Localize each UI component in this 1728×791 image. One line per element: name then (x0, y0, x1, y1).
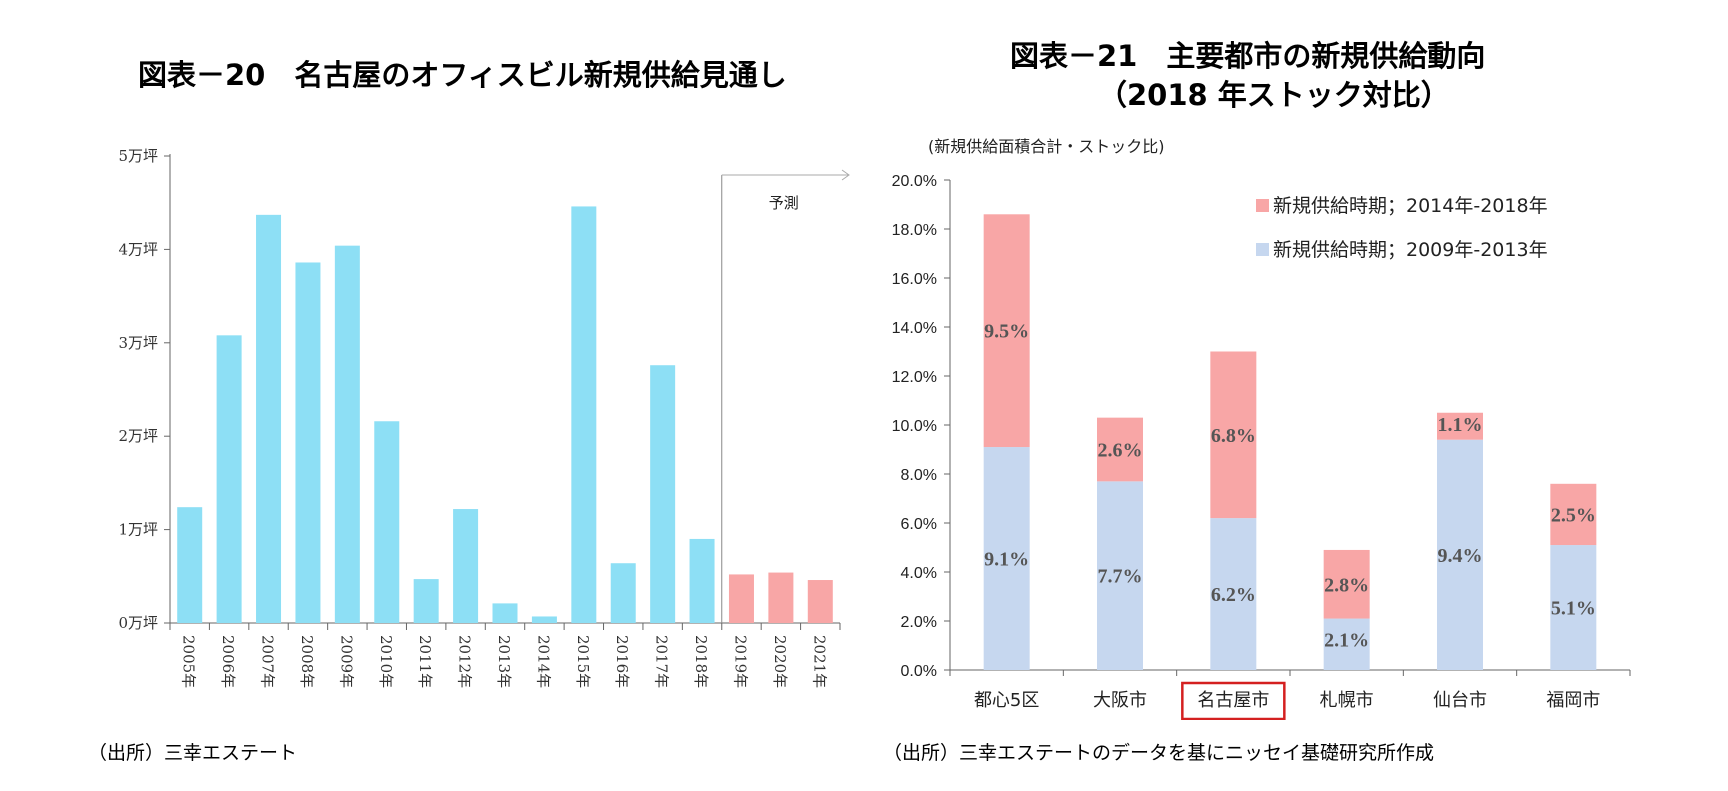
right-data-label: 7.7% (1098, 566, 1143, 588)
right-y-axis-label: (新規供給面積合計・ストック比) (928, 137, 1165, 156)
left-x-tick-label: 2011年 (416, 635, 434, 688)
right-data-label: 2.8% (1324, 574, 1369, 596)
right-chart-source: （出所）三幸エステートのデータを基にニッセイ基礎研究所作成 (883, 742, 1435, 764)
left-bar-2016年 (610, 563, 636, 623)
right-data-label: 2.1% (1324, 630, 1369, 652)
left-bar-2009年 (334, 245, 360, 623)
left-x-tick-label: 2019年 (731, 635, 749, 688)
left-x-tick-label: 2010年 (377, 635, 395, 688)
right-x-tick-label: 大阪市 (1093, 690, 1147, 711)
right-bar-upper-仙台市 (1437, 412, 1483, 440)
legend-label: 新規供給時期；2009年-2013年 (1273, 239, 1548, 261)
right-bar-lower-仙台市 (1437, 439, 1483, 670)
left-bar-chart: 0万坪 1万坪 2万坪 3万坪 4万坪 5万坪 2005年 2006年 2007年 2008年 20… (118, 147, 850, 688)
left-bar-2018年 (689, 538, 715, 623)
right-bar-lower-都心5区 (983, 447, 1030, 670)
right-y-tick-label: 0.0% (901, 663, 937, 680)
left-y-tick-label: 0万坪 (118, 614, 158, 632)
right-y-tick-label: 18.0% (892, 222, 937, 239)
left-x-tick-label: 2015年 (574, 635, 592, 688)
right-data-label: 9.1% (984, 549, 1029, 571)
left-x-tick-label: 2012年 (456, 635, 474, 688)
right-bar-upper-福岡市 (1550, 483, 1597, 546)
right-x-tick-label: 仙台市 (1433, 690, 1487, 711)
left-y-tick-label: 3万坪 (118, 334, 158, 352)
left-bar-2019年 (728, 574, 754, 623)
left-bar-2008年 (295, 262, 321, 623)
left-bar-2006年 (216, 335, 242, 623)
legend-swatch (1256, 243, 1269, 256)
right-bar-lower-名古屋市 (1210, 518, 1257, 670)
right-y-tick-label: 8.0% (901, 467, 937, 484)
right-y-tick-label: 2.0% (901, 614, 937, 631)
right-bar-upper-名古屋市 (1210, 351, 1257, 519)
right-bar-lower-大阪市 (1097, 481, 1143, 670)
right-data-label: 5.1% (1551, 598, 1596, 620)
left-bar-2005年 (177, 507, 203, 623)
right-y-tick-label: 20.0% (892, 173, 937, 190)
left-x-tick-label: 2017年 (653, 635, 671, 688)
left-x-tick-label: 2020年 (771, 635, 789, 688)
right-y-tick-label: 6.0% (901, 516, 937, 533)
left-y-tick-label: 2万坪 (118, 427, 158, 445)
left-bar-2020年 (768, 572, 794, 623)
right-x-tick-label: 都心5区 (974, 690, 1039, 711)
left-chart-title: 図表－20 名古屋のオフィスビル新規供給見通し (138, 58, 787, 92)
right-data-label: 9.5% (984, 321, 1029, 343)
left-x-tick-label: 2005年 (180, 635, 198, 688)
left-bar-2010年 (374, 421, 400, 623)
left-bar-2017年 (650, 365, 676, 623)
left-x-tick-label: 2021年 (810, 635, 828, 688)
right-data-label: 9.4% (1438, 545, 1483, 567)
right-data-label: 2.6% (1098, 440, 1143, 462)
left-chart-source: （出所）三幸エステート (88, 742, 298, 764)
right-bar-lower-札幌市 (1323, 618, 1370, 670)
left-bar-2015年 (571, 206, 597, 623)
right-x-tick-label: 札幌市 (1320, 690, 1374, 711)
left-bar-2013年 (492, 603, 518, 623)
left-x-tick-label: 2014年 (534, 635, 552, 688)
right-x-tick-label: 名古屋市 (1197, 690, 1269, 711)
left-x-tick-label: 2016年 (613, 635, 631, 688)
right-y-tick-label: 16.0% (892, 271, 937, 288)
right-data-label: 2.5% (1551, 504, 1596, 526)
right-bar-lower-福岡市 (1550, 545, 1597, 670)
left-x-tick-label: 2013年 (495, 635, 513, 688)
left-y-tick-label: 1万坪 (118, 521, 158, 539)
right-data-label: 1.1% (1438, 414, 1483, 436)
right-x-tick-label: 福岡市 (1546, 690, 1600, 711)
legend-swatch (1256, 199, 1269, 212)
right-bar-upper-札幌市 (1323, 549, 1370, 619)
right-y-tick-label: 12.0% (892, 369, 937, 386)
left-bar-2011年 (413, 579, 439, 623)
left-bar-2014年 (531, 616, 557, 623)
forecast-arrow-head (841, 169, 850, 181)
right-y-tick-label: 4.0% (901, 565, 937, 582)
highlight-box (1181, 681, 1286, 720)
right-bar-upper-大阪市 (1097, 417, 1143, 482)
left-x-tick-label: 2018年 (692, 635, 710, 688)
forecast-label: 予測 (769, 194, 799, 212)
legend-label: 新規供給時期；2014年-2018年 (1273, 195, 1548, 217)
right-bar-upper-都心5区 (983, 214, 1030, 448)
right-chart-title-line1: 図表－21 主要都市の新規供給動向 (1010, 39, 1486, 73)
left-bar-2021年 (807, 580, 833, 623)
right-y-tick-label: 14.0% (892, 320, 937, 337)
left-x-tick-label: 2007年 (259, 635, 277, 688)
left-bar-2012年 (453, 509, 479, 623)
right-y-tick-label: 10.0% (892, 418, 937, 435)
left-bar-2007年 (256, 214, 282, 624)
left-x-tick-label: 2009年 (337, 635, 355, 688)
left-y-tick-label: 4万坪 (118, 240, 158, 258)
right-data-label: 6.8% (1211, 425, 1256, 447)
right-stacked-bar-chart: (新規供給面積合計・ストック比) 0.0% 2.0% 4.0% 6.0% 8.0% 10.0… (892, 137, 1631, 720)
left-x-tick-label: 2008年 (298, 635, 316, 688)
left-x-tick-label: 2006年 (219, 635, 237, 688)
right-data-label: 6.2% (1211, 584, 1256, 606)
left-y-tick-label: 5万坪 (118, 147, 158, 165)
right-chart-title-line2: （2018 年ストック対比） (1098, 78, 1450, 112)
